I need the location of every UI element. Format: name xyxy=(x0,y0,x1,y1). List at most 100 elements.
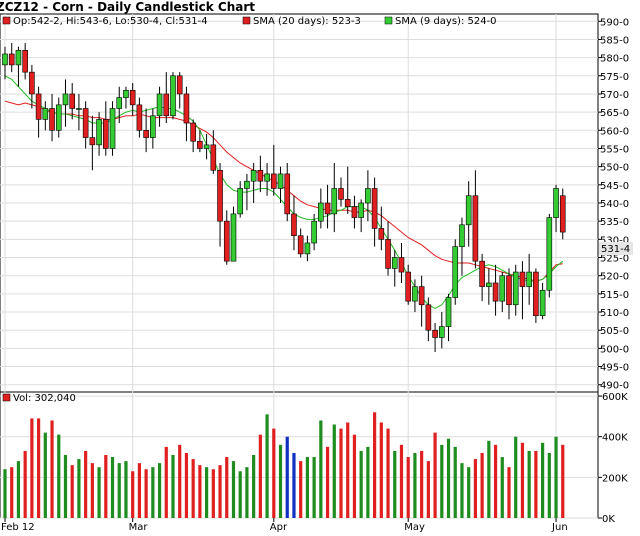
volume-bar xyxy=(493,444,498,518)
price-legend: Op:542-2, Hi:543-6, Lo:530-4, Cl:531-4 S… xyxy=(2,16,497,27)
candle-body xyxy=(465,195,472,226)
volume-bar xyxy=(292,452,296,518)
candle-body xyxy=(452,246,459,298)
volume-bar xyxy=(332,424,336,518)
price-tick-label: 590-0 xyxy=(600,17,629,28)
volume-bar xyxy=(352,434,357,518)
candle-body xyxy=(203,144,210,149)
price-tick-label: 550-0 xyxy=(600,163,629,174)
price-tick-label: 565-0 xyxy=(600,108,629,119)
price-tick-label: 545-0 xyxy=(600,181,629,192)
volume-bar xyxy=(211,469,215,518)
candle-body xyxy=(143,130,149,138)
ohlc-legend-swatch xyxy=(2,16,11,25)
candle-body xyxy=(270,173,277,189)
candle-body xyxy=(244,180,250,189)
date-tick-label: Feb 12 xyxy=(1,522,35,533)
last-price-tag: 531-4 xyxy=(599,242,633,255)
price-tick-label: 580-0 xyxy=(600,54,629,65)
volume-bar xyxy=(137,463,141,518)
candle-body xyxy=(371,188,378,229)
date-tick-label: Jun xyxy=(551,522,568,533)
volume-bar xyxy=(346,422,350,518)
price-tick-label: 530-0 xyxy=(600,235,629,246)
volume-bar xyxy=(16,461,21,518)
price-tick-label: 515-0 xyxy=(600,290,629,301)
candle-body xyxy=(378,228,385,240)
candle-body xyxy=(250,169,257,182)
candle-body xyxy=(546,217,553,291)
candle-body xyxy=(559,195,566,233)
volume-tick-label: 400K xyxy=(602,433,628,444)
price-tick-label: 570-0 xyxy=(600,90,629,101)
volume-bar xyxy=(157,463,162,518)
volume-bar xyxy=(278,444,283,518)
candle-body xyxy=(217,169,223,222)
volume-bar xyxy=(467,467,471,518)
candle-body xyxy=(62,93,69,106)
price-tick-label: 555-0 xyxy=(600,144,629,155)
price-tick-label: 495-0 xyxy=(600,363,629,374)
volume-bar xyxy=(171,455,175,518)
candle-body xyxy=(459,224,465,247)
volume-bar xyxy=(386,428,390,518)
volume-bar xyxy=(561,444,565,518)
volume-bar xyxy=(252,455,256,518)
volume-bar xyxy=(453,446,457,518)
volume-bar xyxy=(164,446,168,518)
candle-body xyxy=(486,282,492,287)
candle-body xyxy=(22,50,28,73)
price-tick-label: 560-0 xyxy=(600,126,629,137)
candle-body xyxy=(405,271,412,302)
volume-bar xyxy=(37,418,41,518)
volume-bar xyxy=(399,444,404,518)
volume-bar xyxy=(97,467,101,518)
volume-bar xyxy=(507,467,511,518)
candle-body xyxy=(96,119,102,146)
candle-body xyxy=(533,271,539,316)
volume-bar xyxy=(366,446,370,518)
volume-layer xyxy=(3,412,565,518)
candle-body xyxy=(391,257,398,269)
date-tick-label: Mar xyxy=(129,522,149,533)
sma20-legend-text: SMA (20 days): 523-3 xyxy=(253,16,361,27)
volume-bar xyxy=(50,420,54,518)
candle-body xyxy=(264,173,270,182)
candle-body xyxy=(539,289,546,316)
candle-body xyxy=(170,75,176,117)
volume-tick-label: 600K xyxy=(602,392,628,403)
candle-body xyxy=(69,93,75,109)
volume-bar xyxy=(77,459,81,518)
volume-bar xyxy=(339,428,343,518)
candle-body xyxy=(103,119,109,149)
candle-body xyxy=(398,257,405,273)
volume-bar xyxy=(534,450,538,518)
volume-bar xyxy=(319,420,323,518)
candle-body xyxy=(365,188,371,204)
volume-bar xyxy=(184,452,189,518)
volume-legend-swatch xyxy=(2,393,11,402)
candle-body xyxy=(183,93,190,124)
candle-body xyxy=(297,235,304,255)
volume-bar xyxy=(238,471,242,518)
volume-legend-text: Vol: 302,040 xyxy=(13,393,76,404)
volume-bar xyxy=(124,461,128,518)
candle-body xyxy=(257,169,264,182)
volume-bar xyxy=(205,467,209,518)
candle-body xyxy=(438,326,445,338)
volume-bar xyxy=(3,469,7,518)
candle-body xyxy=(176,75,183,95)
candle-body xyxy=(351,206,358,218)
candle-body xyxy=(15,50,22,66)
candle-body xyxy=(432,329,438,338)
volume-tick-label: 0K xyxy=(602,514,615,525)
volume-bar xyxy=(57,434,61,518)
candle-body xyxy=(123,90,129,98)
volume-legend: Vol: 302,040 xyxy=(2,393,76,404)
candle-body xyxy=(512,271,519,306)
price-tick-label: 540-0 xyxy=(600,199,629,210)
volume-bar xyxy=(131,471,135,518)
volume-bar xyxy=(90,463,94,518)
candle-body xyxy=(445,297,452,327)
